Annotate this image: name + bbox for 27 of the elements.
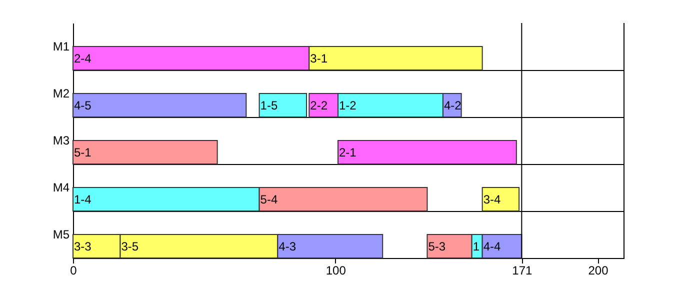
annotation: 3-4 xyxy=(483,192,501,206)
annotation: 3-1 xyxy=(310,51,328,66)
annotation: 1-4 xyxy=(74,192,92,206)
annotation: 2-1 xyxy=(339,145,357,160)
annotation: 4-3 xyxy=(278,239,296,254)
annotation: 5-1 xyxy=(74,145,92,160)
annotation: 5-3 xyxy=(428,239,446,254)
y-tick-label: M3 xyxy=(52,134,70,148)
annotation: 4-5 xyxy=(74,98,92,112)
annotation: 2-2 xyxy=(310,98,328,112)
annotation: 2-4 xyxy=(74,51,92,66)
annotation: 4-2 xyxy=(444,98,462,112)
annotation: 1 xyxy=(472,239,480,254)
y-tick-label: M1 xyxy=(52,40,70,54)
x-tick-label: 100 xyxy=(326,264,346,278)
annotation: 4-4 xyxy=(483,239,501,254)
y-tick-label: M5 xyxy=(52,228,70,242)
y-tick-label: M4 xyxy=(52,180,70,194)
annotation: 1-2 xyxy=(339,98,357,112)
annotation: 3-3 xyxy=(74,239,92,254)
annotation: 3-5 xyxy=(121,239,139,254)
annotation: 5-4 xyxy=(260,192,278,206)
y-tick-label: M2 xyxy=(52,86,70,100)
x-tick-label: 200 xyxy=(588,264,609,278)
x-tick-label: 0 xyxy=(70,264,78,278)
x-tick-label: 171 xyxy=(512,264,533,278)
annotation: 1-5 xyxy=(260,98,278,112)
